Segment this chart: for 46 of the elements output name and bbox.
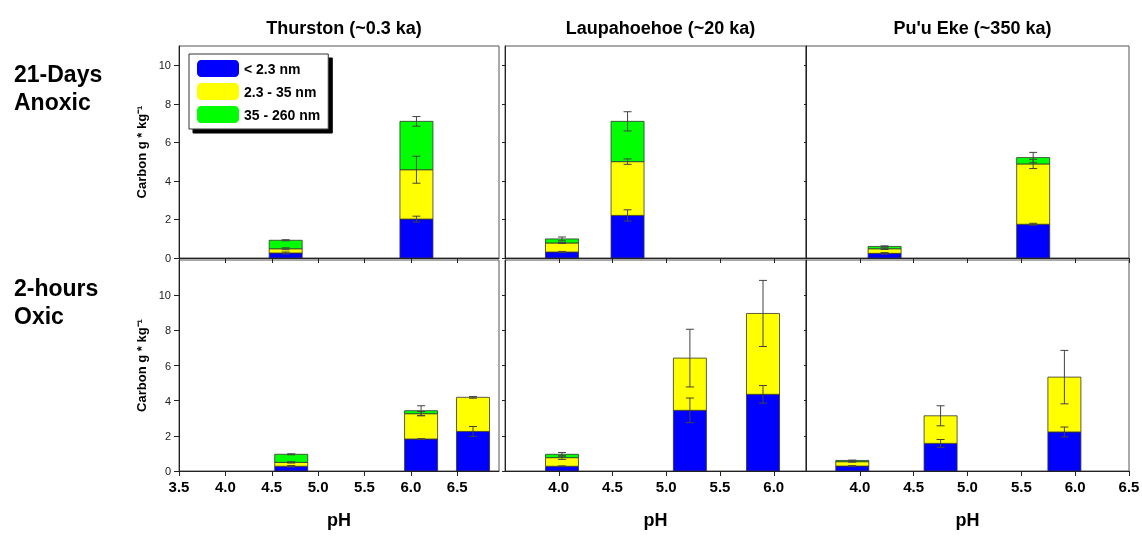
text: 2-hours Oxic [14, 275, 105, 329]
y-tick-label: 0 [164, 465, 171, 477]
x-tick-label: 4.0 [849, 478, 871, 495]
chart-title: Pu'u Eke (~350 ka) [893, 18, 1052, 38]
y-tick-label: 8 [164, 97, 171, 110]
bar [545, 457, 579, 467]
x-tick-label: 5.0 [655, 478, 677, 495]
x-tick-label: 6.0 [763, 478, 785, 495]
text: 21-Days Anoxic [14, 61, 109, 115]
y-tick-label: 6 [164, 136, 171, 149]
y-axis-title: Carbon g * kg⁻¹ [133, 105, 149, 199]
chart-title: Laupahoehoe (~20 ka) [565, 18, 756, 38]
y-tick-label: 10 [158, 59, 171, 72]
x-axis-title: pH [327, 510, 351, 530]
y-tick-label: 2 [164, 429, 171, 442]
x-tick-label: 5.5 [354, 478, 375, 495]
x-tick-label: 5.0 [957, 478, 978, 495]
x-tick-label: 5.0 [307, 478, 329, 495]
bar [268, 239, 303, 250]
x-tick-label: 6.0 [400, 478, 422, 495]
y-tick-label: 6 [164, 359, 171, 372]
chart-title: Thurston (~0.3 ka) [266, 18, 422, 38]
x-tick-label: 6.5 [446, 478, 468, 495]
x-tick-label: 6.0 [1064, 478, 1086, 495]
x-tick-label: 4.0 [214, 478, 236, 495]
legend-label: 2.3 - 35 nm [244, 83, 317, 100]
y-tick-label: 10 [158, 289, 171, 302]
y-tick-label: 8 [164, 324, 171, 337]
y-tick-label: 0 [164, 252, 171, 264]
y-tick-label: 4 [164, 174, 171, 187]
x-tick-label: 4.5 [903, 478, 925, 495]
legend-label: < 2.3 nm [244, 60, 301, 77]
y-tick-label: 2 [164, 213, 171, 226]
x-axis-title: pH [955, 510, 980, 530]
x-tick-label: 3.5 [168, 478, 190, 495]
y-tick-label: 4 [164, 394, 171, 407]
x-tick-label: 5.5 [1010, 478, 1032, 495]
x-tick-label: 4.5 [261, 478, 283, 495]
x-tick-label: 4.5 [602, 478, 623, 495]
x-tick-label: 6.5 [1118, 478, 1140, 495]
x-tick-label: 4.0 [548, 478, 570, 495]
bar [274, 453, 309, 463]
y-axis-title: Carbon g * kg⁻¹ [133, 319, 149, 412]
x-axis-title: pH [643, 510, 668, 530]
legend-label: 35 - 260 nm [244, 106, 321, 123]
x-tick-label: 5.5 [709, 478, 731, 495]
